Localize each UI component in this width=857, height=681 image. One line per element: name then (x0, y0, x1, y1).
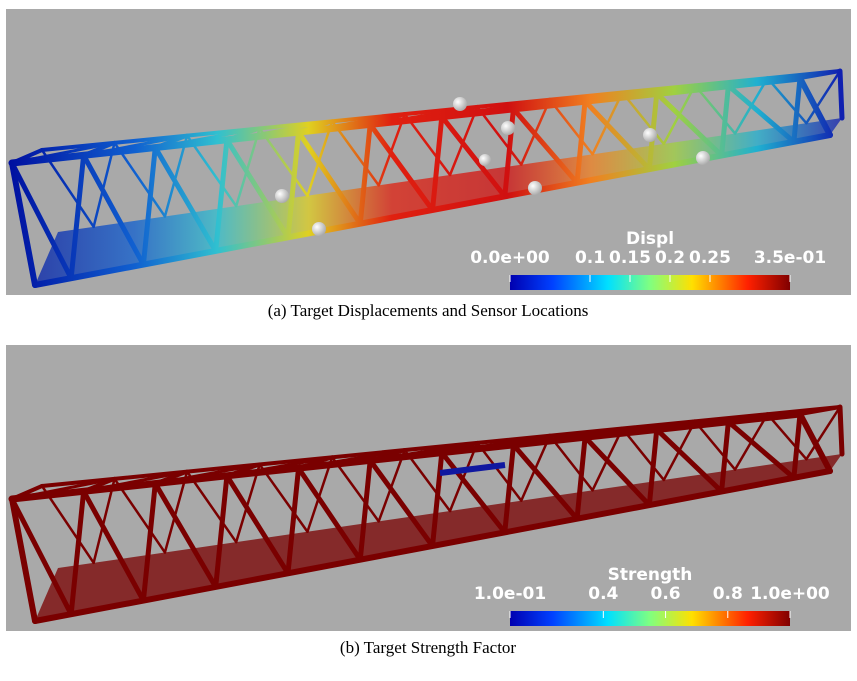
weak-member (439, 462, 506, 476)
colorbar-tick-label: 0.4 (588, 584, 618, 604)
colorbar-tick-label: 0.25 (689, 248, 731, 268)
colorbar-tick-label: 1.0e+00 (750, 584, 830, 604)
caption: (a) Target Displacements and Sensor Loca… (268, 301, 589, 320)
colorbar-title: Strength (608, 565, 693, 585)
colorbar: Displ 0.0e+00 0.1 0.15 0.2 0.25 3.5e-01 (470, 229, 826, 290)
colorbar-tick-label: 1.0e-01 (474, 584, 546, 604)
colorbar-bar (510, 275, 790, 290)
colorbar-tick-label: 0.1 (575, 248, 605, 268)
colorbar-tick-label: 0.15 (609, 248, 651, 268)
caption: (b) Target Strength Factor (340, 638, 517, 657)
colorbar-tick-label: 0.8 (713, 584, 743, 604)
colorbar-tick-label: 0.2 (655, 248, 685, 268)
colorbar-tick-label: 0.6 (650, 584, 680, 604)
colorbar-tick-label: 3.5e-01 (754, 248, 826, 268)
colorbar-tick-label: 0.0e+00 (470, 248, 550, 268)
colorbar: Strength 1.0e-01 0.4 0.6 0.8 1.0e+00 (474, 565, 830, 626)
colorbar-bar (510, 611, 790, 626)
colorbar-title: Displ (626, 229, 674, 249)
sensors (275, 97, 710, 236)
